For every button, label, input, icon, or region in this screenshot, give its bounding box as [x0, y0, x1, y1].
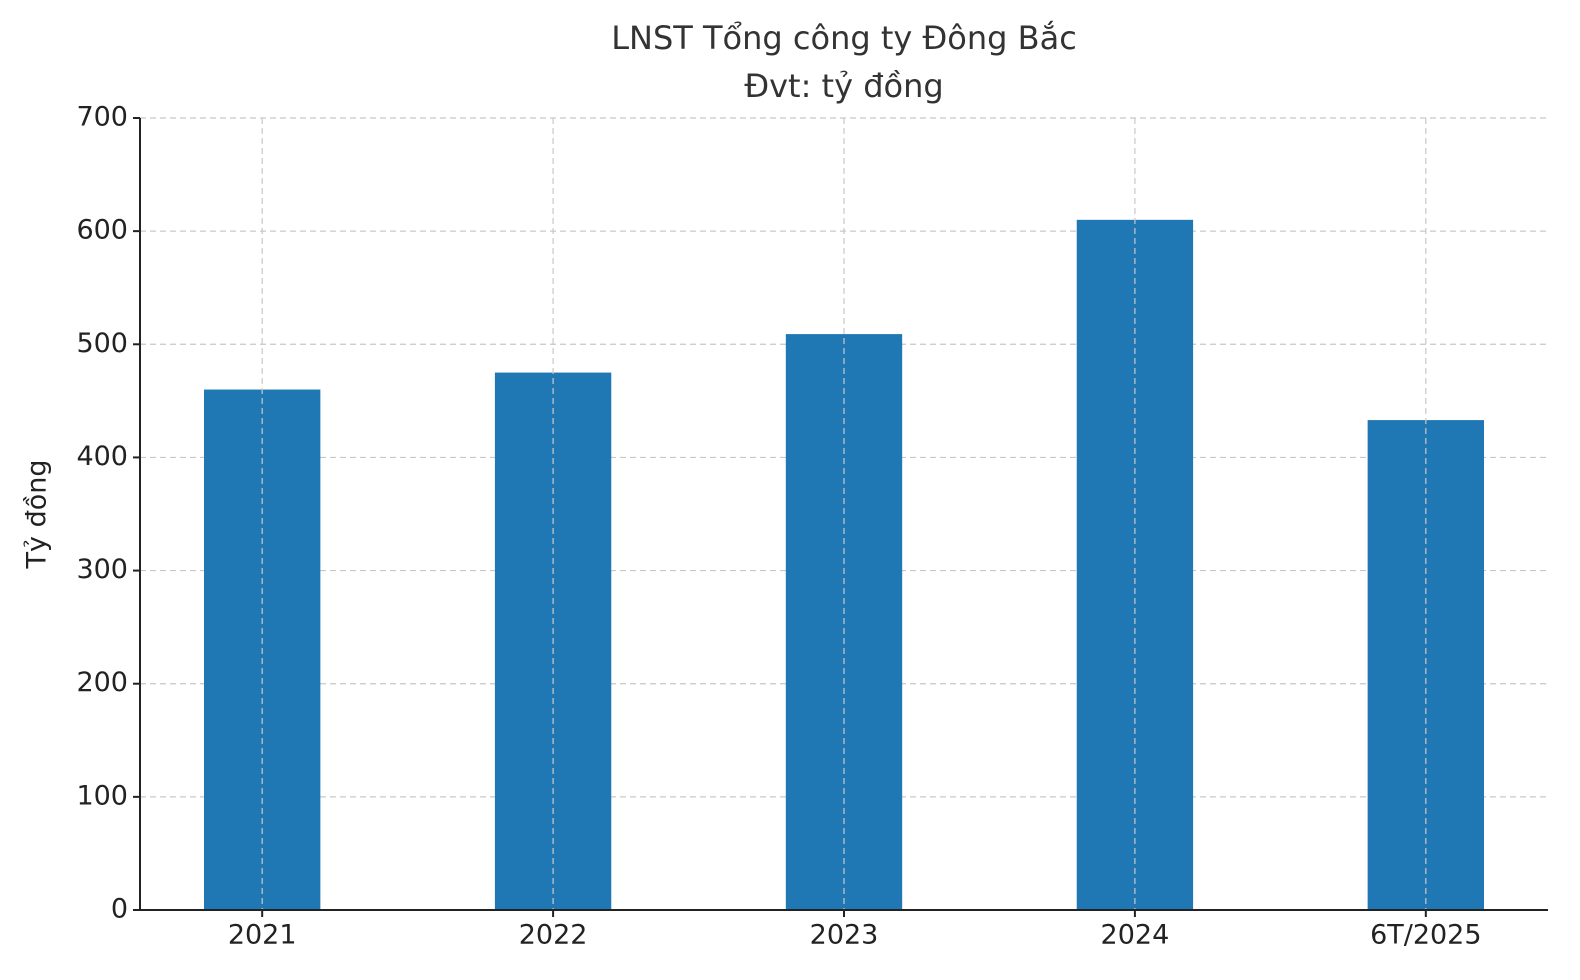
x-tick-label: 6T/2025 [1370, 920, 1481, 951]
x-tick-label: 2022 [519, 920, 588, 951]
y-axis-label: Tỷ đồng [22, 460, 53, 570]
y-tick-label: 200 [76, 667, 128, 698]
y-tick-label: 100 [76, 780, 128, 811]
bar [1076, 219, 1194, 911]
x-tick-label: 2021 [228, 920, 297, 951]
y-tick-label: 0 [111, 894, 128, 925]
y-tick-label: 700 [76, 102, 128, 133]
y-tick-label: 500 [76, 328, 128, 359]
x-tick-label: 2023 [810, 920, 879, 951]
y-tick-label: 400 [76, 441, 128, 472]
x-tick-label: 2024 [1101, 920, 1170, 951]
chart-title: LNST Tổng công ty Đông Bắc [611, 19, 1077, 57]
y-tick-label: 600 [76, 215, 128, 246]
y-tick-label: 300 [76, 554, 128, 585]
chart-subtitle: Đvt: tỷ đồng [744, 67, 943, 105]
